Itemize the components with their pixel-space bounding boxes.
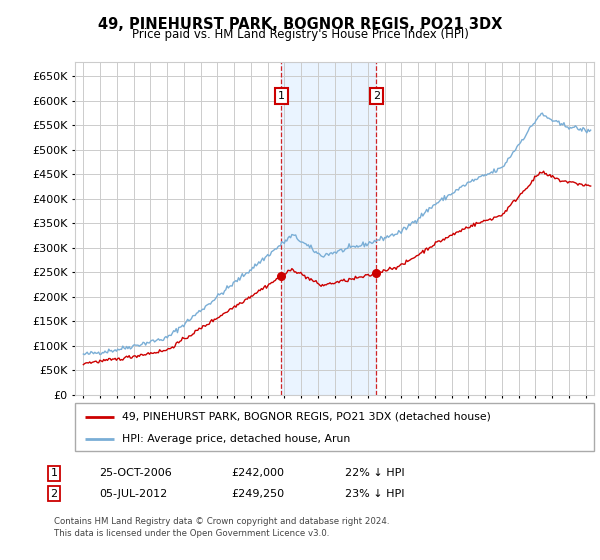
Text: 2: 2 [50, 489, 58, 499]
Text: 1: 1 [50, 468, 58, 478]
Text: 22% ↓ HPI: 22% ↓ HPI [345, 468, 404, 478]
Text: 25-OCT-2006: 25-OCT-2006 [99, 468, 172, 478]
Text: £249,250: £249,250 [231, 489, 284, 499]
Text: 1: 1 [278, 91, 285, 101]
Text: Price paid vs. HM Land Registry's House Price Index (HPI): Price paid vs. HM Land Registry's House … [131, 28, 469, 41]
Text: 49, PINEHURST PARK, BOGNOR REGIS, PO21 3DX: 49, PINEHURST PARK, BOGNOR REGIS, PO21 3… [98, 17, 502, 32]
Text: 23% ↓ HPI: 23% ↓ HPI [345, 489, 404, 499]
Text: 05-JUL-2012: 05-JUL-2012 [99, 489, 167, 499]
Bar [281, 62, 376, 395]
Text: This data is licensed under the Open Government Licence v3.0.: This data is licensed under the Open Gov… [54, 529, 329, 538]
Text: Contains HM Land Registry data © Crown copyright and database right 2024.: Contains HM Land Registry data © Crown c… [54, 517, 389, 526]
Text: £242,000: £242,000 [231, 468, 284, 478]
Text: HPI: Average price, detached house, Arun: HPI: Average price, detached house, Arun [122, 434, 350, 444]
Text: 49, PINEHURST PARK, BOGNOR REGIS, PO21 3DX (detached house): 49, PINEHURST PARK, BOGNOR REGIS, PO21 3… [122, 412, 491, 422]
FancyBboxPatch shape [75, 403, 594, 451]
Text: 2: 2 [373, 91, 380, 101]
